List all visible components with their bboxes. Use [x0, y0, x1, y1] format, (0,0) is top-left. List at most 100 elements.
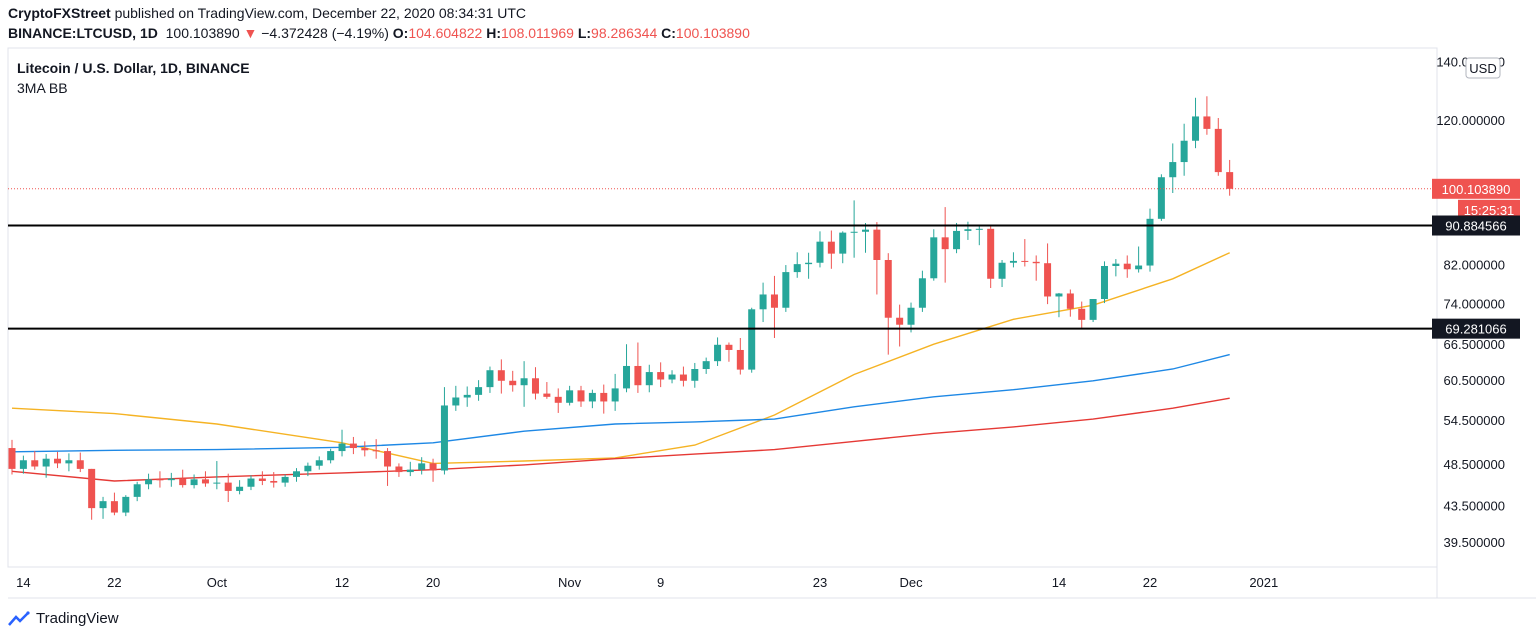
candle-body — [1066, 293, 1074, 309]
candle-body — [65, 460, 73, 464]
candle — [384, 448, 392, 486]
candle-body — [349, 443, 357, 449]
high-label: H: — [486, 25, 501, 41]
candle — [1021, 239, 1029, 267]
candle-body — [975, 228, 983, 230]
candle — [338, 429, 346, 457]
time-tick-label: Dec — [899, 575, 923, 590]
time-tick-label: Nov — [558, 575, 582, 590]
low-label: L: — [577, 25, 592, 41]
header-line-2: BINANCE:LTCUSD, 1D 100.103890 ▼ −4.37242… — [8, 25, 750, 41]
time-tick-label: 22 — [107, 575, 121, 590]
candle-body — [907, 307, 915, 325]
candle-body — [850, 231, 858, 233]
candle — [156, 471, 164, 488]
candle-body — [1100, 265, 1108, 300]
candle-body — [1123, 263, 1131, 270]
candle-body — [270, 480, 278, 483]
candle — [600, 384, 608, 414]
candle — [884, 253, 892, 355]
candle — [349, 436, 357, 455]
time-tick-label: 22 — [1143, 575, 1157, 590]
open-label: O: — [392, 25, 409, 41]
tradingview-logo[interactable]: TradingView — [8, 610, 119, 627]
candle-body — [338, 443, 346, 452]
candle — [725, 342, 733, 362]
candle-body — [941, 237, 949, 250]
candle — [315, 456, 323, 470]
candle-body — [873, 229, 881, 260]
candle — [1123, 255, 1131, 278]
candle-body — [88, 468, 96, 509]
candle — [19, 455, 27, 474]
candle-body — [1044, 263, 1052, 297]
brand-name: TradingView — [36, 610, 119, 627]
candle — [907, 302, 915, 333]
candle-body — [406, 469, 414, 473]
moving-average-line-2 — [11, 353, 1230, 453]
candle — [793, 252, 801, 278]
candle-body — [1203, 116, 1211, 129]
candle-body — [509, 380, 517, 386]
candle-body — [315, 460, 323, 466]
candle — [1009, 252, 1017, 268]
high-value: 108.011969 — [501, 25, 574, 41]
candle-body — [224, 482, 232, 491]
candle — [896, 304, 904, 347]
candle-body — [54, 458, 62, 464]
candle — [1146, 208, 1154, 272]
candle-body — [987, 228, 995, 279]
candle-body — [759, 294, 767, 310]
price-axis[interactable]: 39.500000 43.500000 48.500000 54.500000 60.5… — [1432, 54, 1520, 550]
candle-body — [1078, 308, 1086, 320]
candle-body — [1021, 260, 1029, 262]
candle-body — [679, 374, 687, 381]
candle — [1112, 259, 1120, 277]
candle-body — [1180, 140, 1188, 163]
candle-body — [543, 393, 551, 397]
price-tick-label: 43.500000 — [1444, 499, 1505, 514]
header-line-1: CryptoFXStreet published on TradingView.… — [8, 5, 526, 21]
candle — [998, 259, 1006, 288]
candle-body — [531, 378, 539, 394]
candle-body — [167, 478, 175, 481]
candle-body — [1135, 265, 1143, 270]
candle-body — [1112, 263, 1120, 266]
price-tick-label: 48.500000 — [1444, 457, 1505, 472]
candle — [941, 207, 949, 283]
candle — [88, 468, 96, 520]
candle-body — [190, 479, 198, 486]
candle — [645, 364, 653, 393]
candle — [213, 461, 221, 490]
candle-body — [213, 482, 221, 484]
candle — [372, 439, 380, 459]
candle — [486, 366, 494, 393]
price-tick-label: 120.000000 — [1436, 113, 1505, 128]
candle-body — [862, 229, 869, 232]
price-tick-label: 39.500000 — [1444, 535, 1505, 550]
candle-body — [588, 392, 596, 402]
price-tick-label: 74.000000 — [1444, 297, 1505, 312]
candle-body — [258, 478, 266, 481]
author-name[interactable]: CryptoFXStreet — [8, 5, 111, 21]
price-tick-label: 82.000000 — [1444, 258, 1505, 273]
last-price: 100.103890 — [165, 25, 240, 41]
candle-body — [110, 501, 118, 513]
candle-body — [31, 460, 39, 467]
currency-badge[interactable]: USD — [1465, 57, 1501, 79]
candle-body — [475, 387, 483, 395]
candle — [975, 226, 983, 246]
candle — [406, 461, 414, 477]
candle — [110, 492, 118, 516]
candle — [1135, 246, 1143, 273]
candle — [509, 370, 517, 392]
time-tick-label: 9 — [657, 575, 664, 590]
candle — [281, 474, 289, 487]
candle — [531, 367, 539, 400]
time-axis[interactable]: 14 22 Oct 12 20 Nov 9 23 Dec 14 22 2021 — [16, 575, 1278, 590]
candle-body — [896, 317, 904, 325]
candle — [679, 366, 687, 387]
candle — [1226, 159, 1234, 196]
candle-body — [748, 309, 756, 370]
